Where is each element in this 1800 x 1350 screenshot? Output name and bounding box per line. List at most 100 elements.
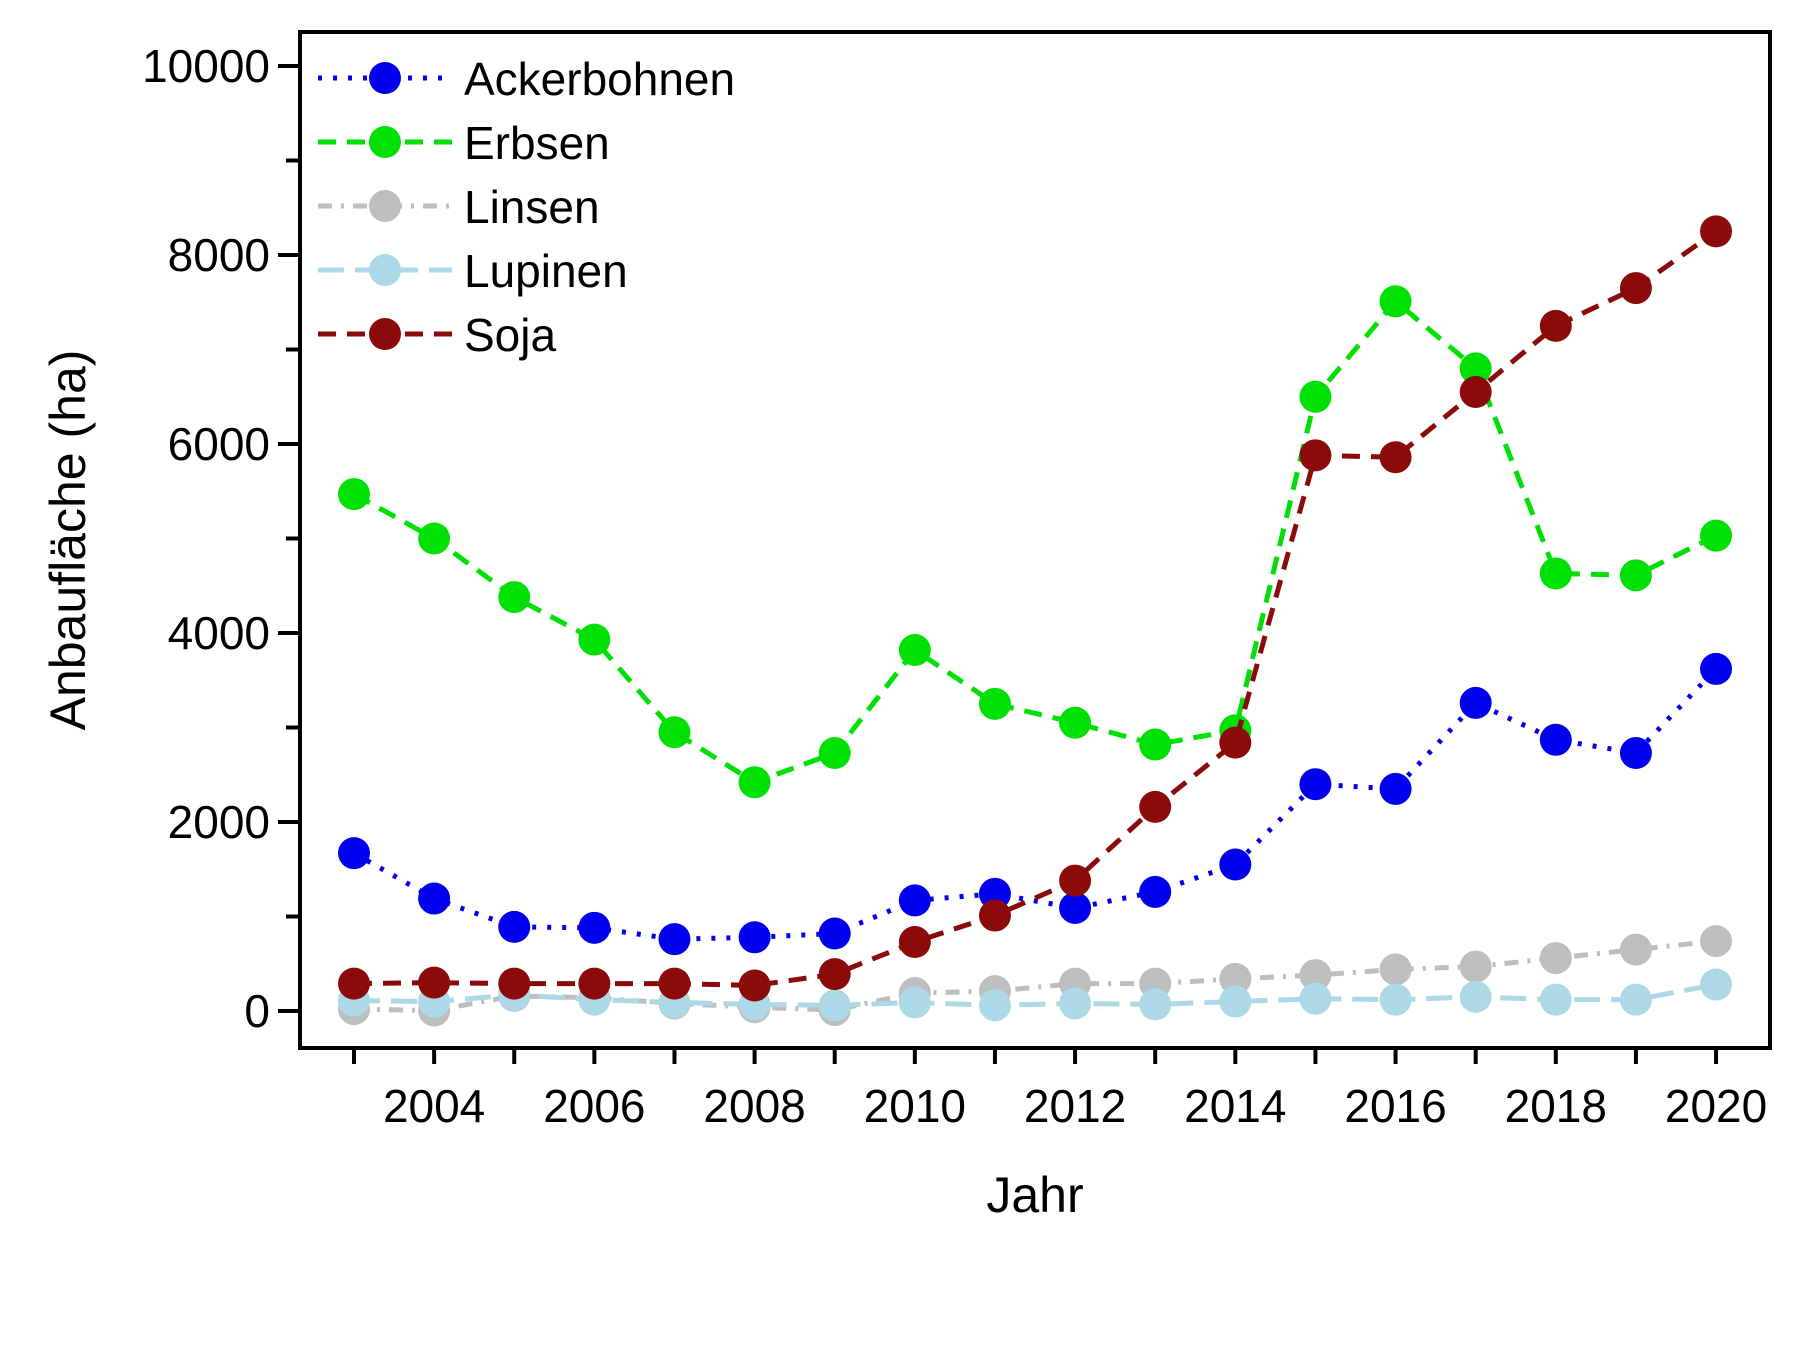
y-axis: 0 2000 4000 6000 8000 10000 xyxy=(142,40,300,1037)
data-point-erbsen-2020 xyxy=(1700,519,1733,552)
data-point-ackerbohnen-2008 xyxy=(738,921,771,954)
x-axis: 2004 2006 2008 2010 2012 2014 2016 2018 2020 xyxy=(352,1048,1767,1132)
series-line xyxy=(352,667,1718,942)
data-point-linsen-2020 xyxy=(1700,925,1733,958)
data-point-ackerbohnen-2009 xyxy=(818,917,851,950)
data-point-erbsen-2009 xyxy=(818,737,851,770)
data-point-soja-2007 xyxy=(658,967,691,1000)
x-tick-label: 2008 xyxy=(703,1080,805,1132)
series-soja xyxy=(338,215,1733,1002)
data-point-soja-2014 xyxy=(1219,726,1252,759)
series-line xyxy=(353,229,1718,988)
data-point-soja-2013 xyxy=(1139,790,1172,823)
data-point-linsen-2017 xyxy=(1459,950,1492,983)
data-point-erbsen-2004 xyxy=(418,522,451,555)
plot-area: 0 2000 4000 6000 8000 10000 2004 2006 2008 2010 20… xyxy=(40,30,1772,1223)
data-point-lupinen-2009 xyxy=(818,989,851,1022)
data-point-lupinen-2017 xyxy=(1459,980,1492,1013)
y-tick-label: 10000 xyxy=(142,40,270,92)
series-erbsen xyxy=(338,285,1733,799)
data-point-ackerbohnen-2018 xyxy=(1539,723,1572,756)
legend-marker xyxy=(369,190,401,222)
data-point-soja-2010 xyxy=(898,926,931,959)
legend-item-erbsen: Erbsen xyxy=(318,117,610,169)
data-point-ackerbohnen-2014 xyxy=(1219,848,1252,881)
data-point-erbsen-2016 xyxy=(1379,285,1412,318)
series-linsen xyxy=(338,925,1733,1027)
legend-label: Erbsen xyxy=(464,117,610,169)
legend-marker xyxy=(369,254,401,286)
legend-item-soja: Soja xyxy=(318,309,556,361)
x-axis-title: Jahr xyxy=(986,1167,1083,1223)
data-point-lupinen-2016 xyxy=(1379,983,1412,1016)
series-line xyxy=(353,982,1717,1008)
data-point-erbsen-2011 xyxy=(978,687,1011,720)
data-point-ackerbohnen-2003 xyxy=(338,837,370,870)
y-tick-label: 2000 xyxy=(168,796,270,848)
data-point-ackerbohnen-2010 xyxy=(898,884,931,917)
data-point-linsen-2015 xyxy=(1299,959,1332,992)
legend-item-lupinen: Lupinen xyxy=(318,245,628,297)
data-point-erbsen-2006 xyxy=(578,623,611,656)
data-point-lupinen-2015 xyxy=(1299,982,1332,1015)
data-point-erbsen-2013 xyxy=(1139,728,1172,761)
data-point-linsen-2014 xyxy=(1219,962,1252,995)
data-point-lupinen-2019 xyxy=(1619,983,1652,1016)
data-point-erbsen-2012 xyxy=(1059,706,1092,739)
data-point-soja-2012 xyxy=(1059,864,1092,897)
legend-marker xyxy=(369,126,401,158)
y-tick-label: 4000 xyxy=(168,607,270,659)
data-point-lupinen-2012 xyxy=(1059,987,1092,1020)
data-point-soja-2003 xyxy=(338,967,370,1000)
data-point-ackerbohnen-2013 xyxy=(1139,875,1172,908)
data-point-lupinen-2011 xyxy=(978,989,1011,1022)
x-tick-label: 2012 xyxy=(1024,1080,1126,1132)
legend-label: Ackerbohnen xyxy=(464,53,735,105)
x-tick-label: 2020 xyxy=(1665,1080,1767,1132)
x-tick-label: 2016 xyxy=(1344,1080,1446,1132)
y-tick-label: 6000 xyxy=(168,418,270,470)
x-tick-label: 2018 xyxy=(1505,1080,1607,1132)
data-point-erbsen-2008 xyxy=(738,766,771,799)
data-point-lupinen-2018 xyxy=(1539,983,1572,1016)
legend-label: Lupinen xyxy=(464,245,628,297)
data-point-ackerbohnen-2017 xyxy=(1459,686,1492,719)
data-point-lupinen-2013 xyxy=(1139,988,1172,1021)
data-point-soja-2020 xyxy=(1700,215,1733,248)
x-tick-label: 2010 xyxy=(864,1080,966,1132)
x-tick-label: 2006 xyxy=(543,1080,645,1132)
legend-label: Soja xyxy=(464,309,556,361)
data-point-ackerbohnen-2016 xyxy=(1379,772,1412,805)
data-point-soja-2004 xyxy=(418,966,451,999)
x-tick-label: 2004 xyxy=(383,1080,485,1132)
data-point-ackerbohnen-2007 xyxy=(658,923,691,956)
data-point-soja-2008 xyxy=(738,969,771,1002)
y-tick-label: 8000 xyxy=(168,229,270,281)
data-point-soja-2006 xyxy=(578,967,611,1000)
data-point-erbsen-2003 xyxy=(338,478,370,511)
legend-item-ackerbohnen: Ackerbohnen xyxy=(318,53,735,105)
data-point-erbsen-2019 xyxy=(1619,559,1652,592)
data-point-soja-2016 xyxy=(1379,441,1412,474)
data-point-ackerbohnen-2015 xyxy=(1299,768,1332,801)
data-point-ackerbohnen-2019 xyxy=(1619,737,1652,770)
data-point-erbsen-2015 xyxy=(1299,380,1332,413)
legend-marker xyxy=(369,62,401,94)
data-point-soja-2019 xyxy=(1619,272,1652,305)
legend-item-linsen: Linsen xyxy=(318,181,600,233)
data-point-soja-2005 xyxy=(498,967,531,1000)
data-point-soja-2009 xyxy=(818,958,851,991)
series-lupinen xyxy=(338,968,1733,1022)
legend: Ackerbohnen Erbsen Linsen Lupinen Soja xyxy=(318,53,735,361)
data-point-lupinen-2020 xyxy=(1700,968,1733,1001)
data-point-soja-2011 xyxy=(978,899,1011,932)
data-point-erbsen-2005 xyxy=(498,581,531,614)
data-point-soja-2017 xyxy=(1459,376,1492,409)
data-point-ackerbohnen-2006 xyxy=(578,911,611,944)
data-point-ackerbohnen-2012 xyxy=(1059,891,1092,924)
y-tick-label: 0 xyxy=(244,985,270,1037)
data-point-ackerbohnen-2005 xyxy=(498,910,531,943)
data-point-soja-2018 xyxy=(1539,309,1572,342)
